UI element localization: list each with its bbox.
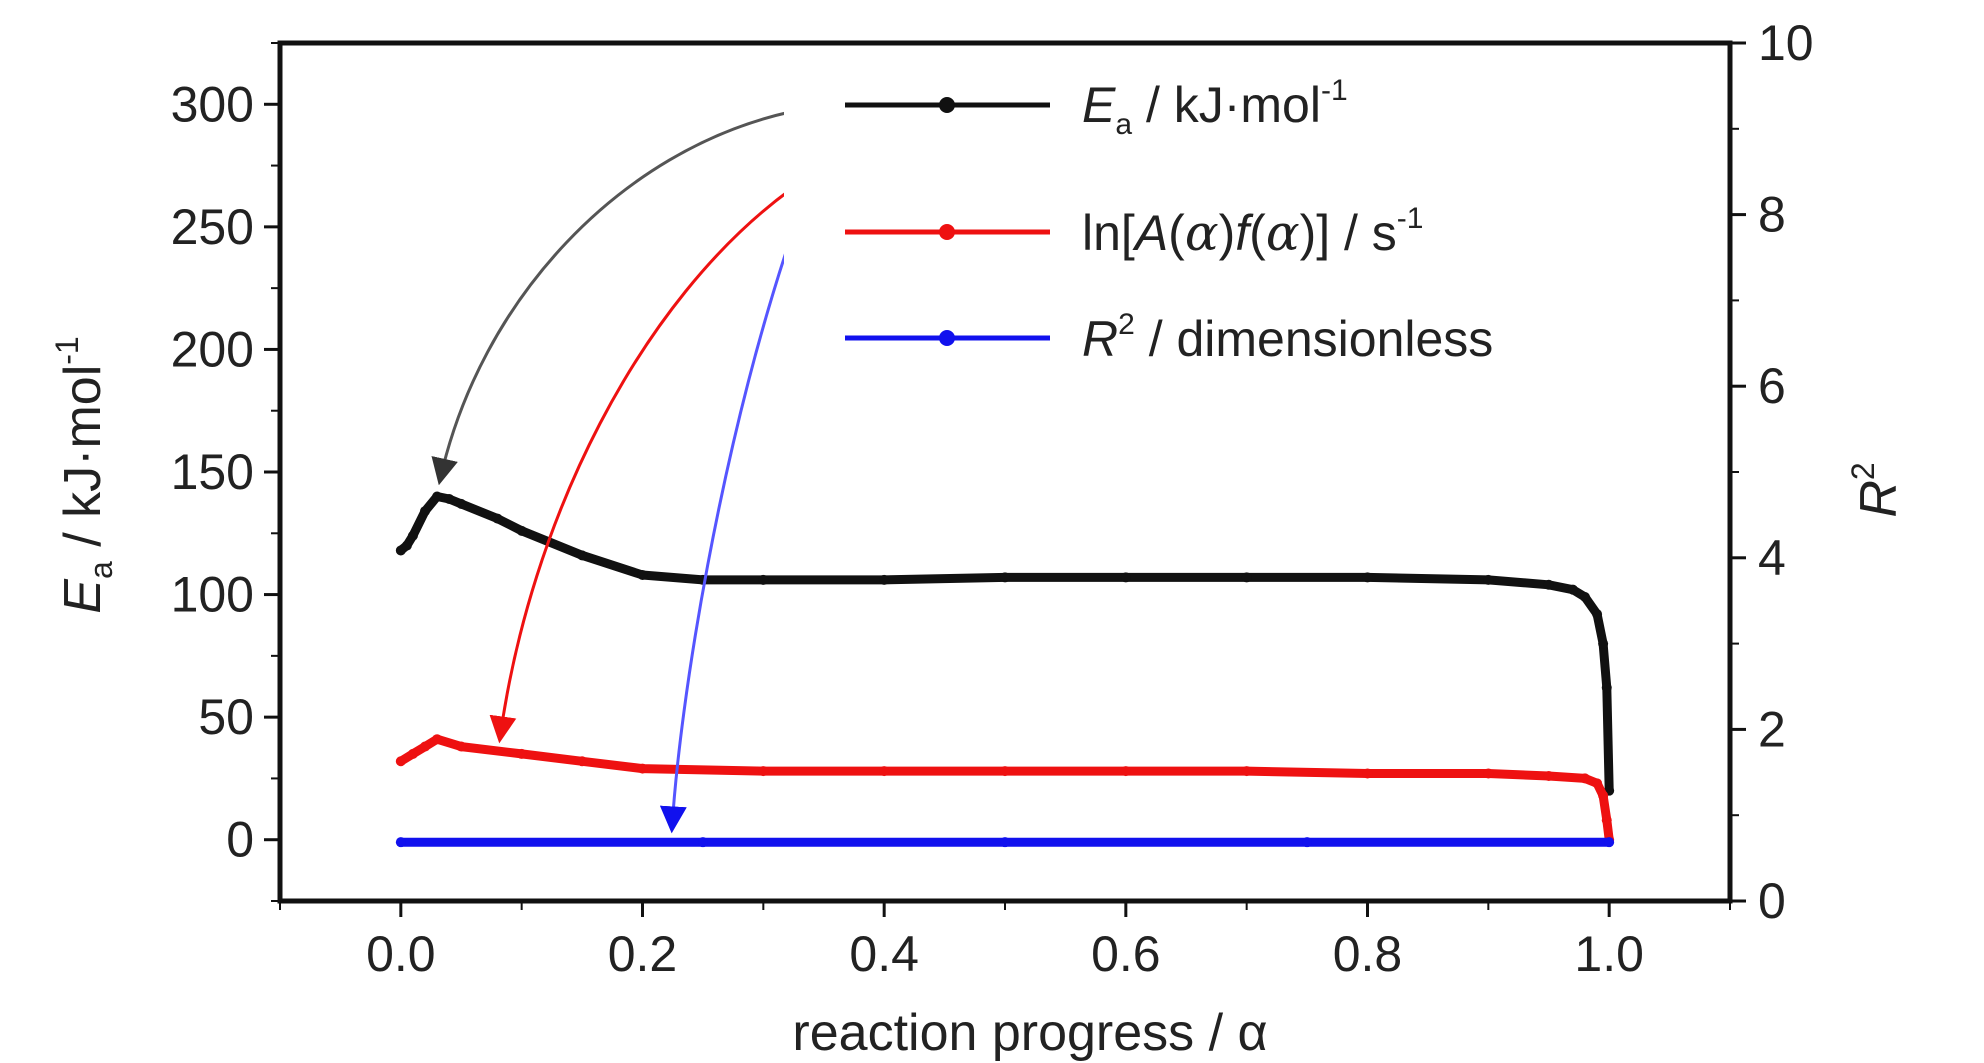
data-point-series-0 [1483, 574, 1494, 585]
y-left-axis-title: Ea / kJ·mol-1 [49, 336, 119, 613]
data-point-series-0 [758, 574, 769, 585]
data-point-series-0 [401, 540, 412, 551]
data-point-series-0 [577, 550, 588, 561]
data-point-series-0 [407, 530, 418, 541]
legend: Ea / kJ·mol-1 ln[A(α)f(α)] / s-1 R2 / di… [784, 62, 1674, 370]
x-tick-label: 0.8 [1333, 926, 1403, 982]
data-point-series-1 [516, 748, 527, 759]
legend-marker-ea [939, 97, 955, 113]
y-left-tick-label: 150 [171, 444, 254, 500]
data-point-series-1 [879, 766, 890, 777]
x-tick-label: 0.2 [608, 926, 678, 982]
data-point-series-2 [1302, 837, 1313, 848]
data-point-series-1 [1120, 766, 1131, 777]
data-point-series-0 [879, 574, 890, 585]
y-left-tick-label: 250 [171, 199, 254, 255]
legend-entry-r2: R2 / dimensionless [845, 308, 1493, 367]
data-point-series-0 [1592, 609, 1603, 620]
data-point-series-1 [1543, 770, 1554, 781]
data-point-series-1 [407, 748, 418, 759]
series-layer [395, 491, 1615, 848]
annotation-arrow-black [431, 110, 791, 486]
x-tick-label: 1.0 [1574, 926, 1644, 982]
data-point-series-0 [1601, 682, 1612, 693]
data-point-series-0 [1362, 572, 1373, 583]
data-point-series-0 [432, 491, 443, 502]
legend-label-ln: ln[A(α)f(α)] / s-1 [1082, 202, 1423, 262]
x-tick-label: 0.4 [849, 926, 919, 982]
y-right-tick-label: 2 [1758, 701, 1786, 757]
data-point-series-1 [456, 741, 467, 752]
x-axis-title: reaction progress / α [792, 1004, 1267, 1062]
data-point-series-0 [1567, 584, 1578, 595]
data-point-series-1 [1598, 790, 1609, 801]
data-point-series-1 [1483, 768, 1494, 779]
legend-box [784, 62, 1674, 370]
y-right-axis-title: R2 [1845, 462, 1908, 517]
data-point-series-0 [1598, 638, 1609, 649]
data-point-series-0 [492, 513, 503, 524]
y-right-tick-label: 4 [1758, 530, 1786, 586]
x-tick-label: 0.6 [1091, 926, 1161, 982]
y-right-tick-label: 8 [1758, 187, 1786, 243]
data-point-series-0 [1543, 579, 1554, 590]
data-point-series-2 [697, 837, 708, 848]
data-point-series-0 [516, 525, 527, 536]
data-point-series-1 [1601, 815, 1612, 826]
data-point-series-1 [395, 756, 406, 767]
legend-label-r2: R2 / dimensionless [1082, 308, 1493, 367]
data-point-series-1 [432, 734, 443, 745]
data-point-series-1 [1592, 778, 1603, 789]
y-left-tick-label: 300 [171, 76, 254, 132]
y-left-tick-label: 200 [171, 321, 254, 377]
data-point-series-0 [1120, 572, 1131, 583]
data-point-series-1 [1000, 766, 1010, 777]
data-point-series-0 [1241, 572, 1252, 583]
axes: 0.0 0.2 0.4 0.6 0.8 1.0 0 50 100 150 200 250 300 0 2… [171, 15, 1814, 982]
y-right-axis-ticks: 0 2 4 6 8 10 [1730, 15, 1814, 929]
data-point-series-1 [637, 763, 648, 774]
y-left-tick-label: 50 [198, 689, 254, 745]
data-point-series-0 [444, 493, 455, 504]
y-right-tick-label: 6 [1758, 358, 1786, 414]
annotation-arrow-blue [659, 239, 792, 834]
data-point-series-2 [395, 837, 406, 848]
data-point-series-0 [1580, 592, 1590, 603]
data-point-series-1 [1241, 766, 1252, 777]
data-point-series-0 [1000, 572, 1010, 583]
data-point-series-1 [758, 766, 769, 777]
y-left-tick-label: 0 [226, 812, 254, 868]
y-left-tick-label: 100 [171, 567, 254, 623]
data-point-series-0 [456, 498, 467, 509]
legend-marker-r2 [939, 330, 955, 346]
legend-marker-ln [939, 224, 955, 240]
legend-entry-ea: Ea / kJ·mol-1 [845, 74, 1348, 141]
data-point-series-1 [420, 741, 430, 752]
data-point-series-1 [577, 756, 588, 767]
data-point-series-0 [420, 506, 430, 517]
data-point-series-1 [1362, 768, 1373, 779]
annotation-arrow-red [489, 188, 791, 744]
y-right-tick-label: 0 [1758, 873, 1786, 929]
data-point-series-0 [637, 569, 648, 580]
y-right-tick-label: 10 [1758, 15, 1814, 71]
x-tick-label: 0.0 [366, 926, 436, 982]
x-axis-ticks: 0.0 0.2 0.4 0.6 0.8 1.0 [279, 901, 1731, 982]
legend-label-ea: Ea / kJ·mol-1 [1082, 74, 1348, 141]
data-point-series-2 [1000, 837, 1010, 848]
data-point-series-1 [1580, 773, 1590, 784]
y-left-axis-ticks: 0 50 100 150 200 250 300 [171, 42, 280, 902]
data-point-series-2 [1604, 837, 1615, 848]
legend-entry-ln: ln[A(α)f(α)] / s-1 [845, 202, 1423, 262]
